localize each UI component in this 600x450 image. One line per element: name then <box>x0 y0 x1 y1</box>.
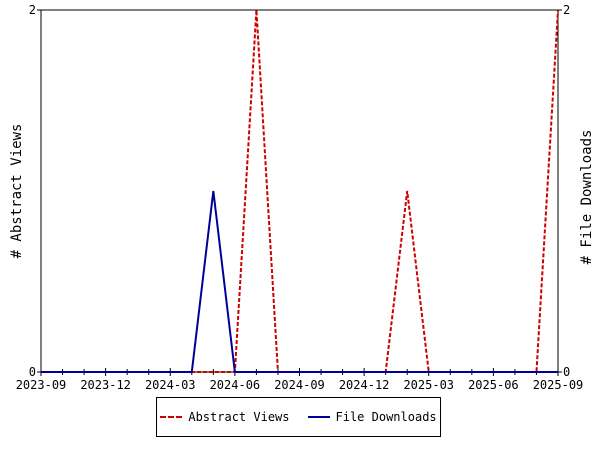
x-tick-label: 2025-06 <box>468 378 519 392</box>
x-tick-label: 2025-03 <box>403 378 454 392</box>
x-tick-label: 2024-12 <box>339 378 390 392</box>
x-tick-label: 2024-06 <box>210 378 261 392</box>
legend-swatch-abstract-views <box>160 416 183 418</box>
y-tick-label-left: 0 <box>29 365 36 379</box>
y-tick-label-right: 2 <box>563 3 570 17</box>
y-axis-label-left: # Abstract Views <box>9 124 25 259</box>
legend-item-abstract-views: Abstract Views <box>160 410 290 424</box>
x-tick-label: 2024-03 <box>145 378 196 392</box>
series-line-abstract-views <box>41 9 559 373</box>
legend-item-file-downloads: File Downloads <box>307 410 437 424</box>
y-axis-ticks: 0 0 2 2 <box>29 3 570 379</box>
plot-border <box>40 9 559 373</box>
legend-label-file-downloads: File Downloads <box>335 410 437 424</box>
y-tick-label-left: 2 <box>29 3 36 17</box>
legend: Abstract Views File Downloads <box>156 397 441 437</box>
x-tick-label: 2025-09 <box>533 378 584 392</box>
series-line-file-downloads <box>41 190 558 373</box>
series-layer <box>41 9 559 373</box>
x-tick-label: 2024-09 <box>274 378 325 392</box>
x-tick-label: 2023-09 <box>16 378 67 392</box>
y-axis-label-right: # File Downloads <box>579 130 595 265</box>
legend-swatch-file-downloads <box>307 416 330 418</box>
plot-frame <box>40 9 559 373</box>
legend-label-abstract-views: Abstract Views <box>188 410 290 424</box>
y-tick-label-right: 0 <box>563 365 570 379</box>
x-tick-label: 2023-12 <box>80 378 131 392</box>
